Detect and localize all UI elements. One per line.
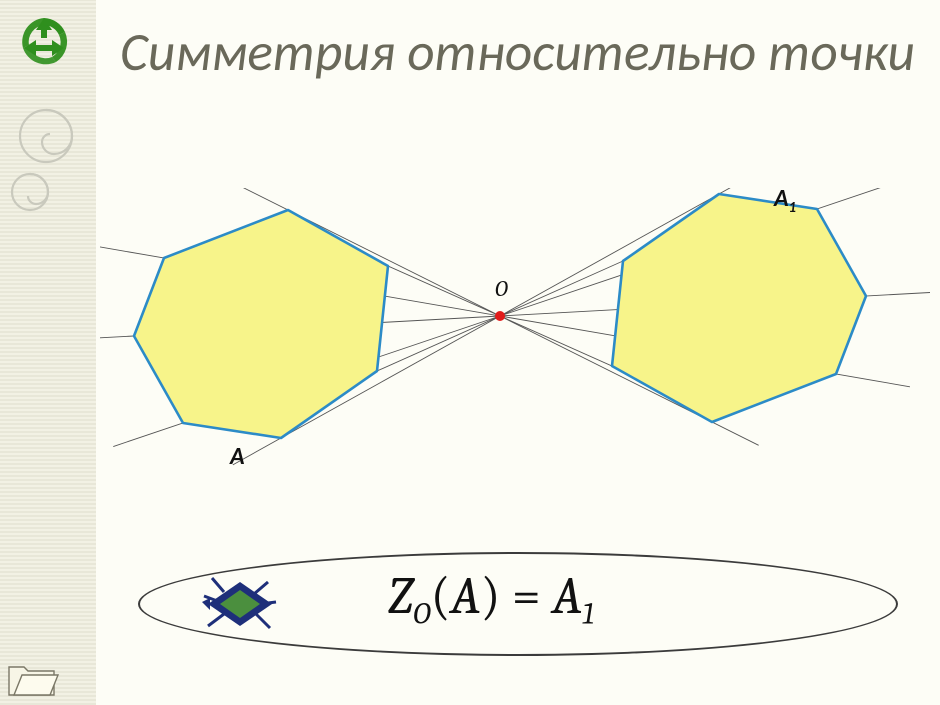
svg-text:A1: A1 xyxy=(773,188,796,216)
formula-close: ) xyxy=(481,566,501,626)
formula-Z: Z xyxy=(388,566,413,626)
svg-text:O: O xyxy=(495,276,508,302)
title-text: Симметрия относительно точки xyxy=(120,22,920,83)
bug-icon xyxy=(194,572,286,636)
swirl-decoration xyxy=(8,100,84,260)
formula-open: ( xyxy=(431,566,451,626)
folder-icon xyxy=(6,655,60,699)
recycle-icon xyxy=(16,14,72,70)
formula-sub1: 1 xyxy=(582,597,594,632)
formula-row: ZO(A) = A1 xyxy=(138,552,898,656)
slide-title: Симметрия относительно точки xyxy=(120,22,920,83)
formula-A2: A xyxy=(552,566,582,626)
formula-text: ZO(A) = A1 xyxy=(388,566,594,632)
formula-subO: O xyxy=(413,597,431,632)
symmetry-diagram: O A A1 xyxy=(100,188,930,478)
formula-eq: = xyxy=(500,566,552,626)
svg-text:A: A xyxy=(229,442,245,471)
formula-A: A xyxy=(451,566,481,626)
